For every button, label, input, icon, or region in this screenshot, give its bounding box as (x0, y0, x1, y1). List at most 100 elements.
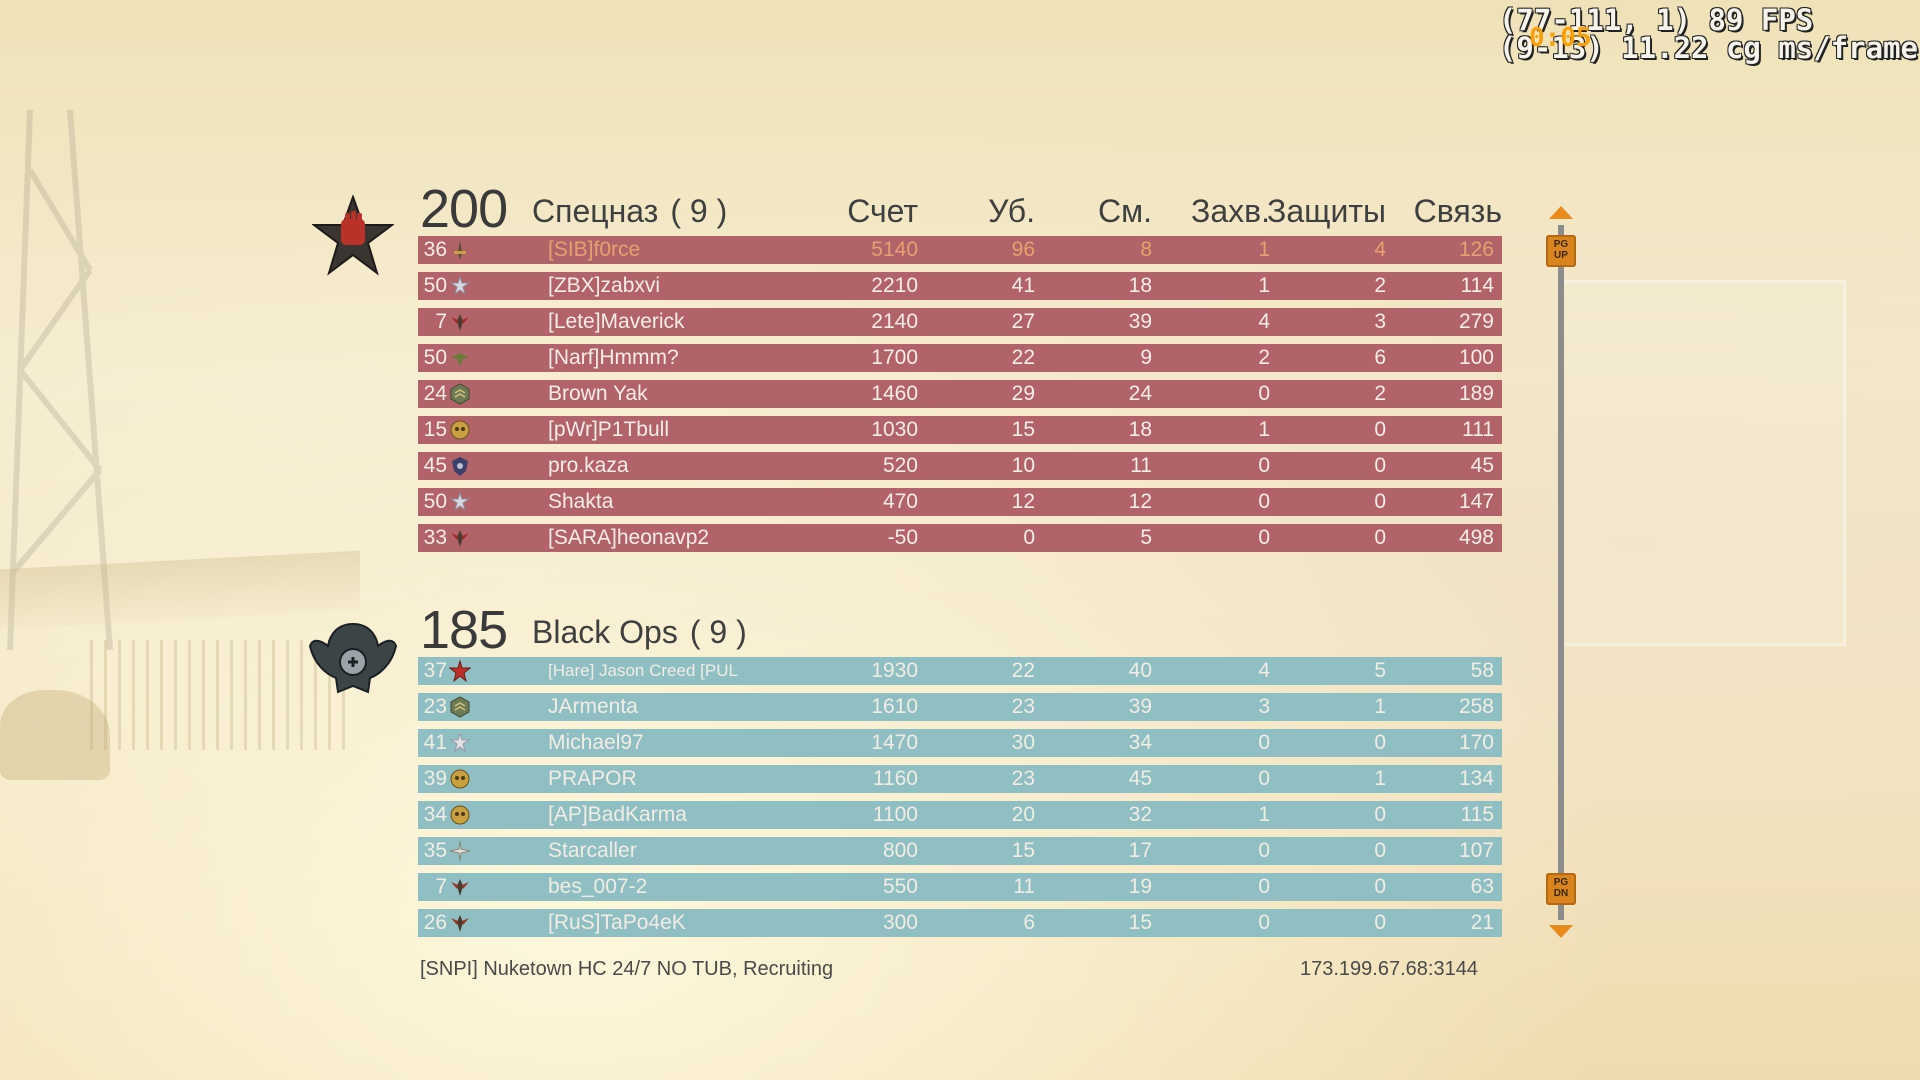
player-row[interactable]: 7 bes_007-2 550 11 19 0 0 63 (418, 873, 1502, 901)
team-name-text: Black Ops (532, 614, 678, 650)
player-ping: 134 (1458, 767, 1494, 790)
page-up-button[interactable]: PG UP (1546, 235, 1576, 267)
player-ping: 114 (1460, 274, 1494, 297)
player-deaths: 18 (1128, 418, 1152, 441)
player-kills: 10 (1011, 454, 1035, 477)
player-row[interactable]: 41 Michael97 1470 30 34 0 0 170 (418, 729, 1502, 757)
player-captures: 1 (1258, 274, 1270, 297)
player-captures: 0 (1258, 382, 1270, 405)
column-header-captures[interactable]: Захв. (1190, 193, 1270, 229)
player-ping: 45 (1470, 454, 1494, 477)
team-name: Спецназ ( 9 ) (532, 193, 727, 230)
player-deaths: 18 (1128, 274, 1152, 297)
player-ping: 63 (1470, 875, 1494, 898)
player-row[interactable]: 26 [RuS]TaPo4eK 300 6 15 0 0 21 (418, 909, 1502, 937)
player-captures: 0 (1258, 767, 1270, 790)
player-row[interactable]: 7 [Lete]Maverick 2140 27 39 4 3 279 (418, 308, 1502, 336)
player-deaths: 24 (1128, 382, 1152, 405)
player-defends: 0 (1374, 490, 1386, 513)
player-deaths: 45 (1128, 767, 1152, 790)
player-deaths: 19 (1128, 875, 1152, 898)
player-deaths: 17 (1128, 839, 1152, 862)
player-row[interactable]: 45 pro.kaza 520 10 11 0 0 45 (418, 452, 1502, 480)
rank-stars-icon (449, 491, 471, 513)
player-captures: 4 (1258, 659, 1270, 682)
column-header-deaths[interactable]: См. (1098, 193, 1152, 229)
player-row[interactable]: 50 [ZBX]zabxvi 2210 41 18 1 2 114 (418, 272, 1502, 300)
player-level: 33 (423, 526, 447, 549)
frame-time-readout: (9-13) 11.22 cg ms/frame (1498, 31, 1918, 65)
player-score: 470 (882, 490, 918, 513)
player-score: 800 (882, 839, 918, 862)
player-list: 36 [SIB]f0rce 5140 96 8 1 4 126 50 [ZBX]zabxvi 221… (418, 236, 1502, 552)
player-ping: 111 (1462, 418, 1494, 441)
player-defends: 0 (1374, 911, 1386, 934)
team-player-count: ( 9 ) (670, 193, 728, 229)
background-window-decor (1560, 280, 1846, 646)
player-defends: 5 (1374, 659, 1386, 682)
player-row[interactable]: 50 [Narf]Hmmm? 1700 22 9 2 6 100 (418, 344, 1502, 372)
player-row[interactable]: 15 [pWr]P1Tbull 1030 15 18 1 0 111 (418, 416, 1502, 444)
player-ping: 58 (1470, 659, 1494, 682)
player-row[interactable]: 34 [AP]BadKarma 1100 20 32 1 0 115 (418, 801, 1502, 829)
rank-stars-icon (449, 275, 471, 297)
player-row[interactable]: 33 [SARA]heonavp2 -50 0 5 0 0 498 (418, 524, 1502, 552)
player-row[interactable]: 24 Brown Yak 1460 29 24 0 2 189 (418, 380, 1502, 408)
player-defends: 3 (1374, 310, 1386, 333)
debug-overlay: (77-111, 1) 89 FPS (9-13) 11.22 cg ms/fr… (1498, 6, 1918, 65)
player-captures: 2 (1258, 346, 1270, 369)
player-row[interactable]: 39 PRAPOR 1160 23 45 0 1 134 (418, 765, 1502, 793)
player-captures: 0 (1258, 454, 1270, 477)
column-header-score[interactable]: Счет (847, 193, 918, 229)
scrollbar-track[interactable] (1558, 225, 1564, 920)
player-kills: 29 (1011, 382, 1035, 405)
rank-dagger-icon (449, 239, 471, 261)
player-row[interactable]: 35 Starcaller 800 15 17 0 0 107 (418, 837, 1502, 865)
player-captures: 4 (1258, 310, 1270, 333)
player-kills: 6 (1023, 911, 1035, 934)
player-row[interactable]: 50 Shakta 470 12 12 0 0 147 (418, 488, 1502, 516)
player-ping: 279 (1458, 310, 1494, 333)
player-name: [SIB]f0rce (548, 238, 641, 261)
player-defends: 0 (1374, 731, 1386, 754)
team-header: 185 Black Ops ( 9 ) (418, 599, 1502, 657)
player-score: 520 (882, 454, 918, 477)
scroll-up-arrow-icon[interactable] (1549, 206, 1573, 219)
column-header-defends[interactable]: Защиты (1267, 193, 1386, 229)
player-deaths: 39 (1128, 310, 1152, 333)
player-captures: 1 (1258, 803, 1270, 826)
scroll-down-arrow-icon[interactable] (1549, 925, 1573, 938)
rank-star-icon (449, 732, 471, 754)
player-level: 35 (423, 839, 447, 862)
player-kills: 0 (1023, 526, 1035, 549)
player-deaths: 39 (1128, 695, 1152, 718)
player-name: [ZBX]zabxvi (548, 274, 661, 297)
player-level: 7 (435, 875, 447, 898)
player-name: Shakta (548, 490, 614, 513)
player-level: 50 (423, 346, 447, 369)
player-level: 7 (435, 310, 447, 333)
player-row[interactable]: 37 [Hare] Jason Creed [PUL 1930 22 40 4 5 58 (418, 657, 1502, 685)
player-defends: 1 (1374, 767, 1386, 790)
player-score: 1100 (872, 803, 918, 826)
player-ping: 170 (1458, 731, 1494, 754)
player-captures: 0 (1258, 490, 1270, 513)
player-name: [Hare] Jason Creed [PUL (548, 661, 738, 680)
rank-burst-icon (449, 840, 471, 862)
player-deaths: 9 (1140, 346, 1152, 369)
column-header-ping[interactable]: Связь (1413, 193, 1502, 229)
rank-skull-icon (449, 419, 471, 441)
rank-hexagon-icon (449, 696, 471, 718)
player-score: 1610 (871, 695, 918, 718)
player-ping: 100 (1458, 346, 1494, 369)
page-down-button[interactable]: PG DN (1546, 873, 1576, 905)
player-row[interactable]: 36 [SIB]f0rce 5140 96 8 1 4 126 (418, 236, 1502, 264)
player-ping: 107 (1458, 839, 1494, 862)
column-header-kills[interactable]: Уб. (988, 193, 1035, 229)
player-row[interactable]: 23 JArmenta 1610 23 39 3 1 258 (418, 693, 1502, 721)
player-captures: 0 (1258, 911, 1270, 934)
player-ping: 258 (1458, 695, 1494, 718)
player-deaths: 32 (1128, 803, 1152, 826)
player-captures: 0 (1258, 526, 1270, 549)
player-score: 1930 (871, 659, 918, 682)
